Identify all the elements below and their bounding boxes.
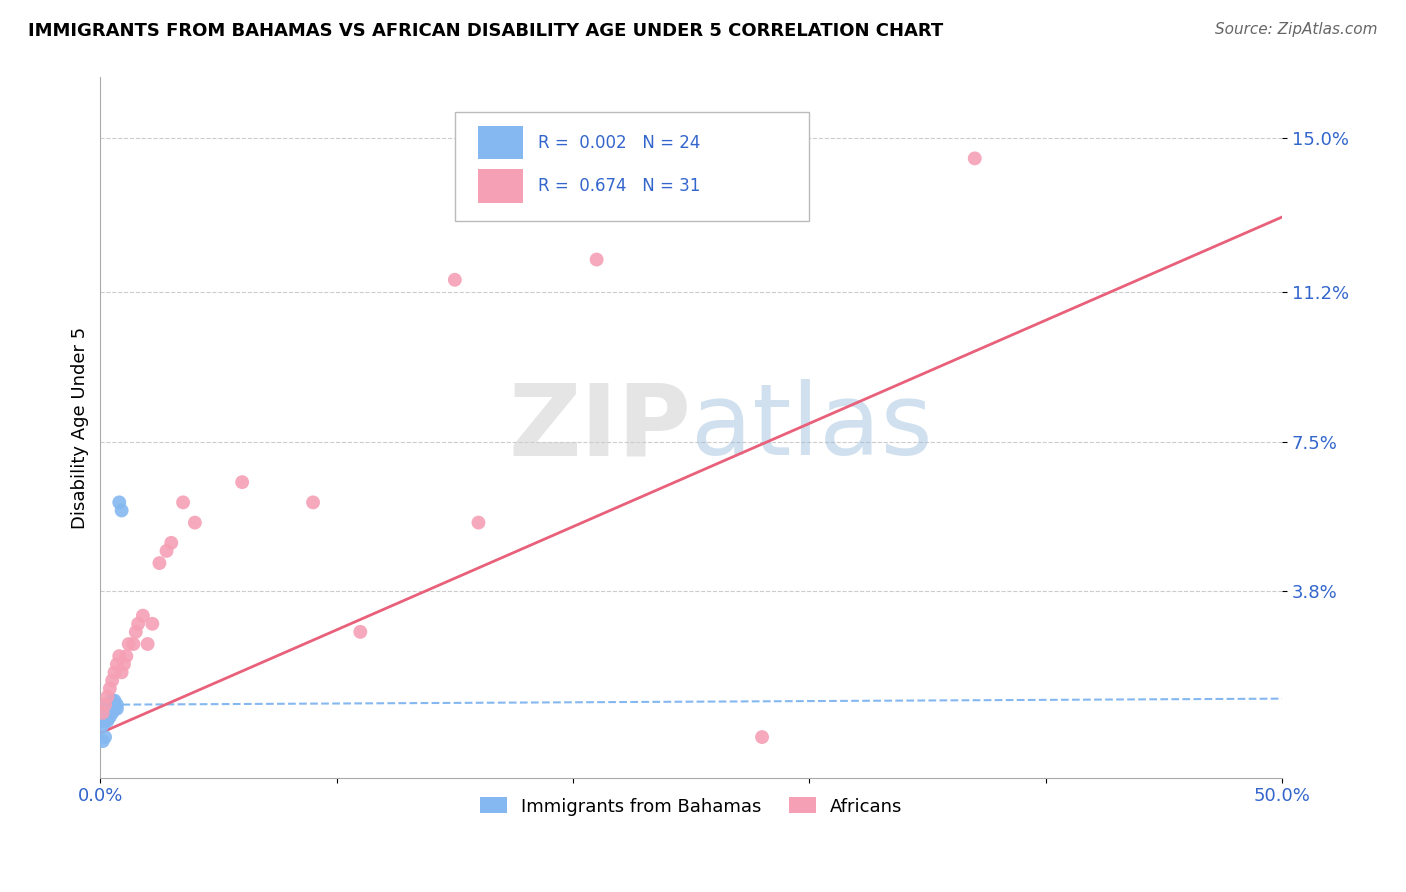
Point — [184, 516, 207, 530]
Point — [96, 698, 118, 712]
Point — [98, 710, 121, 724]
Point — [111, 503, 134, 517]
Point — [136, 637, 159, 651]
Point — [91, 734, 114, 748]
Point — [108, 495, 131, 509]
Text: R =  0.002   N = 24: R = 0.002 N = 24 — [537, 134, 700, 152]
Point — [94, 730, 117, 744]
Text: Source: ZipAtlas.com: Source: ZipAtlas.com — [1215, 22, 1378, 37]
Point — [103, 698, 125, 712]
Point — [467, 516, 489, 530]
Point — [443, 273, 465, 287]
Point — [105, 657, 128, 672]
Point — [101, 698, 124, 712]
Point — [96, 714, 118, 728]
Point — [98, 702, 121, 716]
Point — [94, 698, 117, 712]
Point — [98, 681, 121, 696]
Point — [585, 252, 607, 267]
Point — [231, 475, 253, 490]
Text: ZIP: ZIP — [509, 379, 692, 476]
Point — [98, 698, 121, 712]
Point — [108, 649, 131, 664]
Point — [94, 706, 117, 720]
Text: atlas: atlas — [692, 379, 932, 476]
FancyBboxPatch shape — [454, 112, 810, 221]
Point — [115, 649, 138, 664]
Text: R =  0.674   N = 31: R = 0.674 N = 31 — [537, 177, 700, 195]
Point — [94, 714, 117, 728]
Point — [111, 665, 134, 680]
Point — [751, 730, 773, 744]
Text: IMMIGRANTS FROM BAHAMAS VS AFRICAN DISABILITY AGE UNDER 5 CORRELATION CHART: IMMIGRANTS FROM BAHAMAS VS AFRICAN DISAB… — [28, 22, 943, 40]
Point — [91, 714, 114, 728]
Point — [91, 718, 114, 732]
Point — [96, 690, 118, 704]
Point — [127, 616, 149, 631]
Y-axis label: Disability Age Under 5: Disability Age Under 5 — [72, 326, 89, 529]
Point — [132, 608, 155, 623]
Bar — [478, 169, 523, 202]
Point — [963, 152, 986, 166]
Point — [96, 706, 118, 720]
Point — [101, 694, 124, 708]
Point — [91, 706, 114, 720]
Point — [302, 495, 325, 509]
Point — [101, 673, 124, 688]
Point — [118, 637, 141, 651]
Point — [112, 657, 135, 672]
Point — [160, 536, 183, 550]
Point — [105, 698, 128, 712]
Point — [125, 624, 148, 639]
Legend: Immigrants from Bahamas, Africans: Immigrants from Bahamas, Africans — [471, 789, 911, 824]
Point — [155, 544, 177, 558]
Bar — [478, 126, 523, 160]
Point — [172, 495, 194, 509]
Point — [91, 710, 114, 724]
Point — [103, 665, 125, 680]
Point — [103, 694, 125, 708]
Point — [105, 702, 128, 716]
Point — [101, 706, 124, 720]
Point — [122, 637, 145, 651]
Point — [94, 710, 117, 724]
Point — [103, 702, 125, 716]
Point — [349, 624, 371, 639]
Point — [141, 616, 163, 631]
Point — [148, 556, 170, 570]
